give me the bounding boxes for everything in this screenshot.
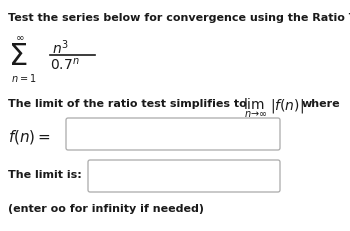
Text: $\infty$: $\infty$ [15, 32, 24, 42]
FancyBboxPatch shape [66, 118, 280, 150]
Text: $|f(n)|$: $|f(n)|$ [270, 97, 304, 115]
Text: $\Sigma$: $\Sigma$ [8, 42, 27, 71]
Text: Test the series below for convergence using the Ratio Test.: Test the series below for convergence us… [8, 13, 350, 23]
Text: $\mathrm{lim}$: $\mathrm{lim}$ [243, 97, 265, 112]
Text: $0.7^n$: $0.7^n$ [50, 57, 80, 73]
Text: The limit is:: The limit is: [8, 170, 82, 180]
FancyBboxPatch shape [88, 160, 280, 192]
Text: $f(n) =$: $f(n) =$ [8, 128, 51, 146]
Text: where: where [302, 99, 341, 109]
Text: $n^3$: $n^3$ [52, 38, 69, 57]
Text: (enter oo for infinity if needed): (enter oo for infinity if needed) [8, 204, 204, 214]
Text: $n=1$: $n=1$ [11, 72, 36, 84]
Text: The limit of the ratio test simplifies to: The limit of the ratio test simplifies t… [8, 99, 247, 109]
Text: $n\!\to\!\infty$: $n\!\to\!\infty$ [244, 109, 268, 119]
